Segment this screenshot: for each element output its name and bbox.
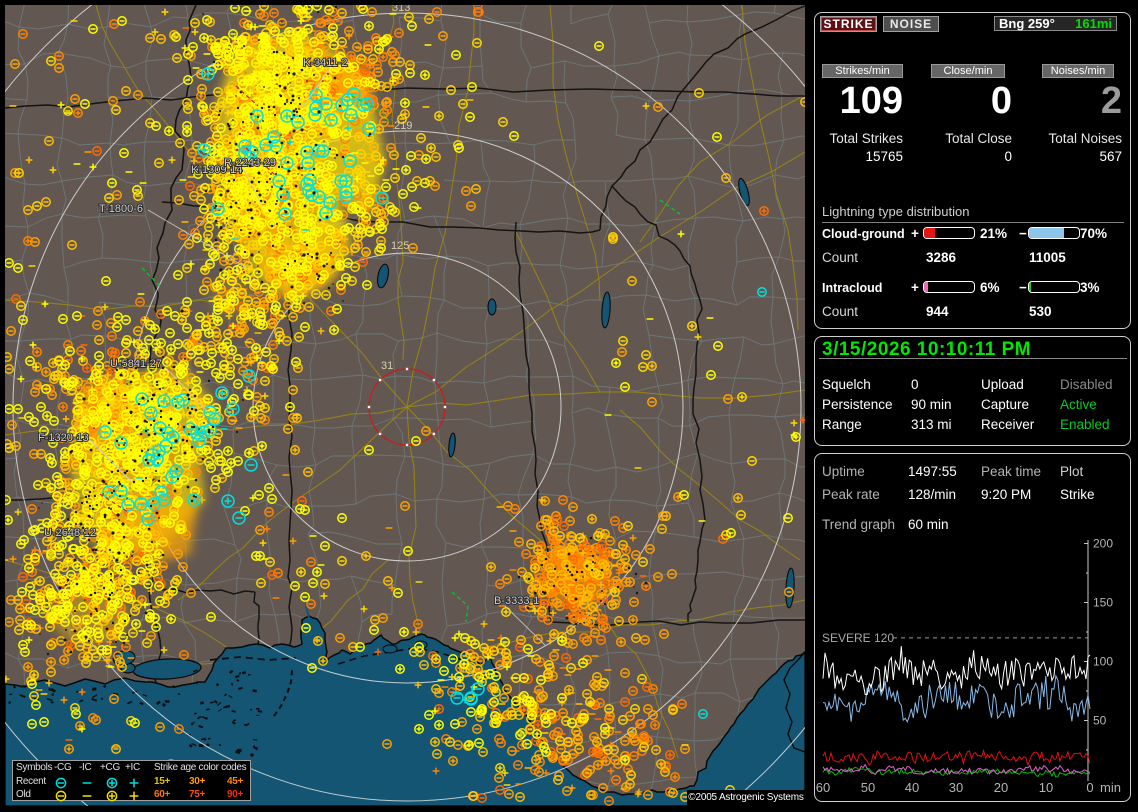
- svg-text:10: 10: [1039, 780, 1053, 795]
- svg-text:B-3333-1: B-3333-1: [494, 595, 539, 607]
- svg-text:200: 200: [1093, 537, 1113, 551]
- svg-text:F-1320-13: F-1320-13: [38, 432, 89, 444]
- svg-text:313: 313: [392, 2, 410, 14]
- svg-text:50: 50: [1093, 714, 1107, 728]
- svg-text:150: 150: [1093, 596, 1113, 610]
- svg-text:100: 100: [1093, 655, 1113, 669]
- svg-text:125: 125: [391, 240, 409, 252]
- svg-text:31: 31: [381, 360, 393, 372]
- svg-text:SEVERE 120: SEVERE 120: [822, 631, 894, 645]
- svg-text:K-1309-14: K-1309-14: [191, 164, 242, 176]
- svg-text:40: 40: [905, 780, 919, 795]
- svg-text:T-1800-6: T-1800-6: [99, 203, 143, 215]
- svg-text:60: 60: [816, 780, 830, 795]
- svg-text:20: 20: [994, 780, 1008, 795]
- svg-text:0: 0: [1086, 780, 1093, 795]
- svg-text:30: 30: [949, 780, 963, 795]
- svg-text:U-2648-12: U-2648-12: [44, 527, 96, 539]
- svg-text:R-2243-29: R-2243-29: [224, 157, 276, 169]
- svg-text:K-3411-2: K-3411-2: [303, 57, 347, 69]
- svg-text:219: 219: [394, 120, 412, 132]
- svg-text:min: min: [1100, 780, 1121, 795]
- svg-text:U-5841-27: U-5841-27: [110, 358, 162, 370]
- svg-text:50: 50: [861, 780, 875, 795]
